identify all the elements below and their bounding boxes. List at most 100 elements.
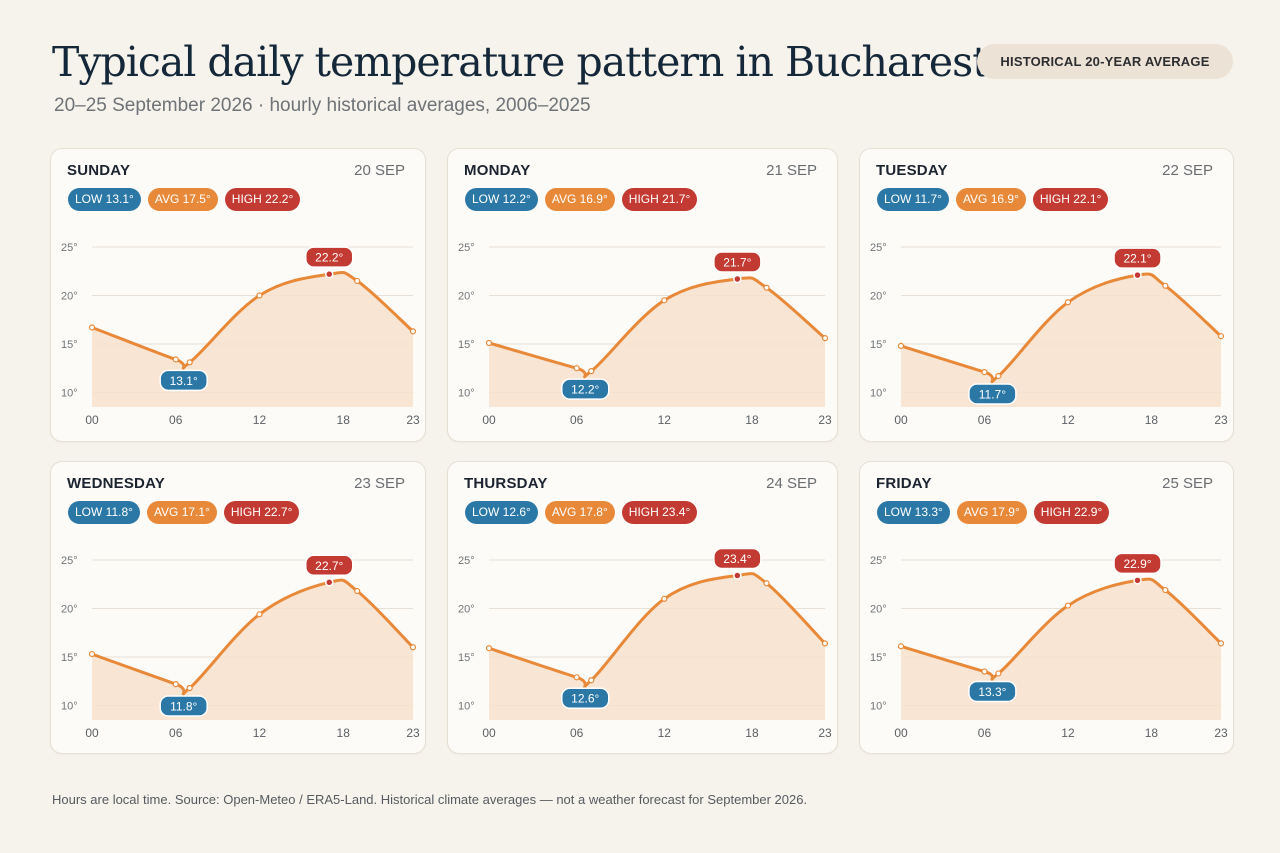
svg-text:13.3°: 13.3°	[978, 685, 1006, 699]
x-tick-label: 12	[1061, 726, 1075, 740]
day-card-monday: MONDAY 21 SEP LOW 12.2° AVG 16.9° HIGH 21.7°…	[447, 148, 838, 442]
x-tick-label: 12	[658, 726, 672, 740]
max-label: 22.1°	[1113, 247, 1162, 269]
max-label: 22.9°	[1113, 552, 1162, 575]
y-tick-label: 15°	[458, 339, 475, 351]
low-badge: LOW 13.3°	[877, 501, 950, 524]
x-tick-label: 18	[745, 726, 759, 740]
y-tick-label: 20°	[458, 290, 475, 302]
data-point	[573, 365, 580, 372]
max-label: 22.7°	[305, 554, 354, 577]
stat-badges: LOW 11.7° AVG 16.9° HIGH 22.1°	[877, 188, 1109, 211]
data-point	[1064, 299, 1072, 306]
temperature-area	[901, 579, 1221, 720]
x-tick-label: 06	[978, 413, 992, 427]
x-tick-label: 00	[85, 726, 99, 740]
high-badge: HIGH 22.2°	[224, 188, 301, 211]
y-tick-label: 25°	[870, 555, 887, 567]
temperature-chart: 25° 20° 15° 10° 00 06 12 18 23 22.1° 11.7°	[870, 242, 1228, 427]
y-tick-label: 20°	[61, 290, 78, 302]
data-point	[256, 292, 263, 299]
low-badge: LOW 11.7°	[877, 188, 949, 211]
x-tick-label: 06	[570, 726, 584, 740]
y-tick-label: 20°	[458, 603, 475, 615]
avg-badge: AVG 17.1°	[146, 501, 217, 524]
min-point	[588, 677, 595, 684]
temperature-chart: 25° 20° 15° 10° 00 06 12 18 23 21.7° 12.2°	[458, 242, 832, 427]
x-tick-label: 23	[818, 413, 832, 427]
y-tick-label: 25°	[458, 555, 475, 567]
x-tick-label: 23	[1214, 726, 1228, 740]
y-tick-label: 15°	[61, 652, 78, 664]
min-point	[995, 372, 1002, 380]
data-point	[1162, 282, 1169, 289]
card-date: 21 SEP	[766, 162, 817, 179]
x-tick-label: 23	[406, 726, 420, 740]
day-card-friday: FRIDAY 25 SEP LOW 13.3° AVG 17.9° HIGH 22.9°…	[859, 461, 1234, 754]
card-date: 24 SEP	[766, 475, 817, 492]
x-tick-label: 00	[482, 726, 496, 740]
min-point	[186, 684, 193, 692]
y-tick-label: 10°	[458, 700, 475, 712]
stat-badges: LOW 11.8° AVG 17.1° HIGH 22.7°	[68, 501, 300, 524]
y-tick-label: 15°	[61, 339, 78, 351]
card-day: WEDNESDAY	[67, 475, 165, 492]
data-point	[763, 580, 770, 587]
min-label: 11.8°	[159, 695, 208, 717]
x-tick-label: 18	[745, 413, 759, 427]
temperature-area	[489, 573, 825, 720]
x-tick-label: 06	[169, 413, 183, 427]
data-point	[485, 339, 493, 347]
x-tick-label: 06	[978, 726, 992, 740]
x-tick-label: 23	[818, 726, 832, 740]
max-point	[325, 578, 334, 587]
page-subtitle: 20–25 September 2026 · hourly historical…	[54, 95, 591, 116]
data-point	[88, 650, 96, 658]
low-badge: LOW 11.8°	[68, 501, 140, 524]
max-label: 23.4°	[713, 547, 762, 570]
data-point	[409, 328, 417, 335]
data-point	[1217, 640, 1225, 647]
card-date: 23 SEP	[354, 475, 405, 492]
stat-badges: LOW 12.6° AVG 17.8° HIGH 23.4°	[465, 501, 698, 524]
historical-average-badge: HISTORICAL 20-YEAR AVERAGE	[977, 44, 1233, 79]
y-tick-label: 25°	[458, 242, 475, 254]
high-badge: HIGH 22.7°	[223, 501, 300, 524]
min-point	[588, 368, 595, 375]
footer-note: Hours are local time. Source: Open-Meteo…	[52, 792, 808, 807]
data-point	[573, 674, 580, 681]
high-badge: HIGH 23.4°	[621, 501, 698, 524]
data-point	[1064, 602, 1072, 609]
max-point	[733, 571, 742, 580]
x-tick-label: 23	[406, 413, 420, 427]
x-tick-label: 00	[482, 413, 496, 427]
x-tick-label: 00	[894, 726, 908, 740]
y-tick-label: 20°	[870, 603, 887, 615]
temperature-area	[92, 272, 413, 407]
x-tick-label: 06	[570, 413, 584, 427]
temperature-area	[489, 277, 825, 407]
max-point	[1133, 576, 1142, 585]
card-day: TUESDAY	[876, 162, 948, 179]
min-label: 12.2°	[561, 378, 610, 400]
y-tick-label: 20°	[870, 290, 887, 302]
data-point	[354, 587, 361, 595]
min-label: 11.7°	[968, 383, 1017, 405]
svg-text:22.7°: 22.7°	[315, 559, 343, 573]
x-tick-label: 18	[1145, 413, 1159, 427]
temperature-chart: 25° 20° 15° 10° 00 06 12 18 23 23.4° 12.6°	[458, 547, 832, 740]
data-point	[409, 644, 417, 651]
min-label: 12.6°	[561, 687, 610, 709]
avg-badge: AVG 17.8°	[544, 501, 615, 524]
data-point	[821, 640, 829, 647]
x-tick-label: 12	[253, 726, 267, 740]
temperature-area	[92, 580, 413, 720]
card-day: SUNDAY	[67, 162, 131, 179]
data-point	[354, 277, 361, 285]
max-point	[733, 274, 742, 284]
high-badge: HIGH 22.1°	[1032, 188, 1109, 211]
data-point	[897, 643, 905, 650]
low-badge: LOW 13.1°	[68, 188, 141, 211]
y-tick-label: 15°	[870, 339, 887, 351]
y-tick-label: 20°	[61, 603, 78, 615]
